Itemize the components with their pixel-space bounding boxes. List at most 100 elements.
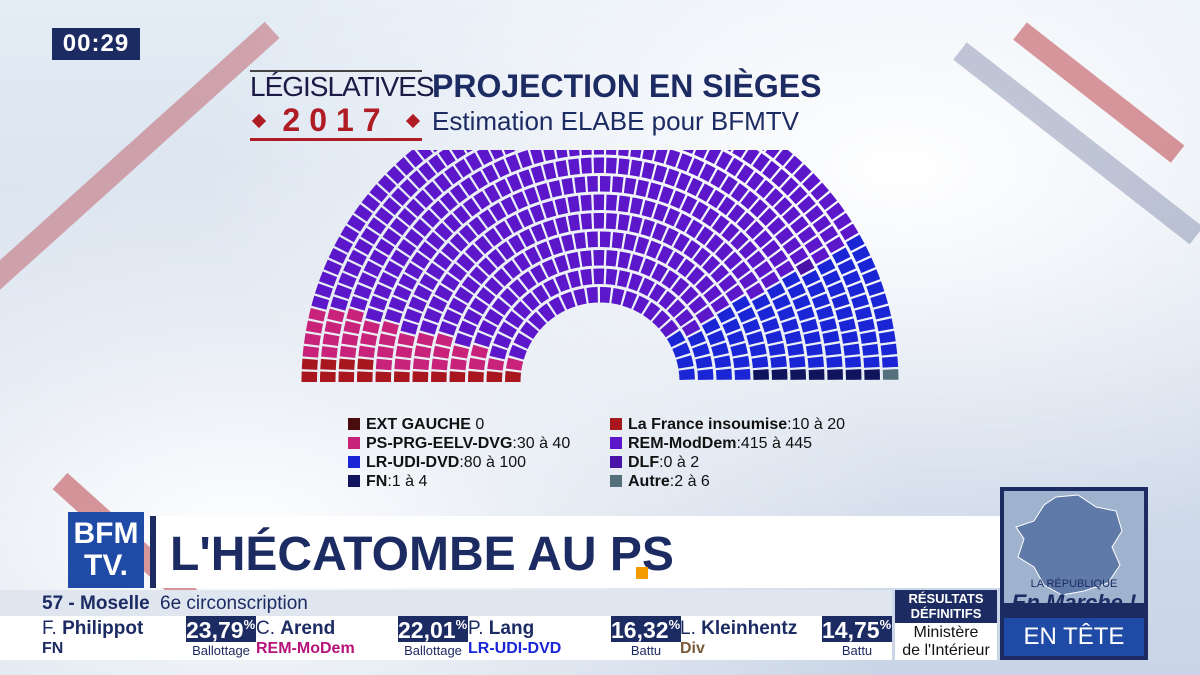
seat-ps-prg-eelv-dvg: [395, 345, 413, 359]
seat-lr-udi-dvd: [838, 318, 857, 332]
seat-rem-moddem: [710, 169, 727, 188]
percentage-value: 23,79: [186, 617, 244, 643]
seat-rem-moddem: [513, 252, 531, 272]
france-map-shape: [1015, 494, 1123, 596]
legend-value: :10 à 20: [787, 416, 845, 433]
seat-rem-moddem: [775, 260, 795, 278]
seat-rem-moddem: [493, 159, 510, 178]
candidate-name: F. Philippot: [42, 618, 143, 640]
legend-item: DLF:0 à 2: [610, 454, 699, 472]
seat-rem-moddem: [782, 206, 801, 225]
seat-lr-udi-dvd: [787, 343, 805, 356]
seat-rem-moddem: [484, 308, 504, 326]
seat-rem-moddem: [739, 271, 758, 290]
seat-rem-moddem: [423, 307, 443, 324]
seat-rem-moddem: [478, 209, 497, 228]
seat-rem-moddem: [665, 150, 681, 168]
circonscription-name: 6e circonscription: [160, 593, 308, 614]
seat-lr-udi-dvd: [843, 343, 861, 356]
seat-rem-moddem: [705, 234, 724, 253]
seat-rem-moddem: [524, 186, 540, 205]
results-source: Ministère de l'Intérieur: [895, 624, 997, 660]
seat-lr-udi-dvd: [792, 294, 811, 310]
seat-rem-moddem: [804, 236, 824, 254]
chart-legend: EXT GAUCHE 0 PS-PRG-EELV-DVG:30 à 40 LR-…: [348, 416, 908, 496]
seat-rem-moddem: [489, 345, 508, 360]
seat-rem-moddem: [664, 168, 680, 187]
legend-value: :2 à 6: [669, 473, 710, 490]
seat-ps-prg-eelv-dvg: [360, 332, 378, 346]
seat-lr-udi-dvd: [824, 343, 842, 356]
seat-rem-moddem: [721, 223, 740, 242]
seat-rem-moddem: [408, 170, 427, 189]
seat-rem-moddem: [428, 296, 448, 313]
seat-lr-udi-dvd: [761, 317, 780, 333]
candidate-status: Ballottage: [186, 642, 256, 660]
seat-ps-prg-eelv-dvg: [397, 333, 415, 347]
seat-rem-moddem: [760, 271, 780, 289]
candidate-row: C. Arend REM-MoDem 22,01% Ballottage: [256, 616, 468, 660]
seat-rem-moddem: [641, 161, 655, 180]
seat-ps-prg-eelv-dvg: [339, 345, 357, 358]
legend-item: REM-ModDem:415 à 445: [610, 435, 812, 453]
seat-rem-moddem: [506, 173, 523, 192]
seat-rem-moddem: [412, 218, 432, 237]
seat-rem-moddem: [833, 212, 852, 230]
seat-rem-moddem: [600, 176, 611, 192]
seat-la-france-insoumise: [449, 371, 466, 382]
percent-sign: %: [668, 617, 681, 632]
seat-rem-moddem: [657, 245, 674, 265]
candidate-percentage: 14,75%: [822, 617, 891, 644]
seat-rem-moddem: [586, 231, 598, 248]
legend-item: EXT GAUCHE 0: [348, 416, 484, 434]
seat-rem-moddem: [574, 176, 586, 194]
seat-lr-udi-dvd: [751, 293, 771, 311]
seat-lr-udi-dvd: [678, 368, 695, 380]
seat-rem-moddem: [727, 150, 732, 152]
seat-la-france-insoumise: [357, 358, 374, 370]
seat-rem-moddem: [505, 154, 521, 173]
seat-lr-udi-dvd: [803, 331, 821, 345]
seat-lr-udi-dvd: [835, 306, 854, 321]
seat-la-france-insoumise: [431, 371, 447, 382]
seat-rem-moddem: [723, 251, 743, 270]
candidate-status: Ballottage: [398, 642, 468, 660]
seat-rem-moddem: [622, 290, 638, 309]
seat-lr-udi-dvd: [796, 306, 815, 322]
seat-rem-moddem: [354, 204, 373, 222]
seat-lr-udi-dvd: [837, 258, 856, 275]
seat-rem-moddem: [499, 288, 519, 307]
seat-rem-moddem: [542, 162, 557, 180]
seat-lr-udi-dvd: [787, 282, 806, 299]
seat-rem-moddem: [314, 283, 333, 299]
seat-rem-moddem: [765, 150, 780, 159]
legend-value: :0 à 2: [659, 454, 700, 471]
seat-ps-prg-eelv-dvg: [394, 358, 411, 371]
seat-ps-prg-eelv-dvg: [358, 345, 376, 358]
headline-dot: [636, 567, 648, 579]
results-title-line: RÉSULTATS: [908, 591, 984, 606]
seat-rem-moddem: [418, 241, 437, 260]
seat-rem-moddem: [756, 179, 774, 199]
seat-rem-moddem: [384, 260, 403, 278]
seat-rem-moddem: [397, 208, 417, 226]
seat-rem-moddem: [340, 225, 359, 243]
seat-ps-prg-eelv-dvg: [468, 357, 486, 371]
seat-rem-moddem: [699, 163, 716, 182]
seat-rem-moddem: [560, 291, 576, 310]
seat-rem-moddem: [677, 258, 695, 278]
seat-lr-udi-dvd: [851, 245, 871, 262]
seat-lr-udi-dvd: [805, 343, 823, 357]
candidate-percentage: 22,01%: [398, 617, 467, 644]
seat-rem-moddem: [495, 220, 513, 240]
seat-rem-moddem: [651, 263, 668, 283]
seat-rem-moddem: [378, 272, 398, 288]
results-source-line: Ministère: [913, 624, 979, 641]
seat-rem-moddem: [696, 226, 714, 246]
seat-rem-moddem: [605, 157, 617, 174]
seat-rem-moddem: [580, 213, 593, 230]
seat-ps-prg-eelv-dvg: [305, 320, 324, 334]
seat-rem-moddem: [711, 215, 730, 234]
seat-lr-udi-dvd: [666, 330, 686, 348]
seat-ps-prg-eelv-dvg: [435, 333, 454, 348]
